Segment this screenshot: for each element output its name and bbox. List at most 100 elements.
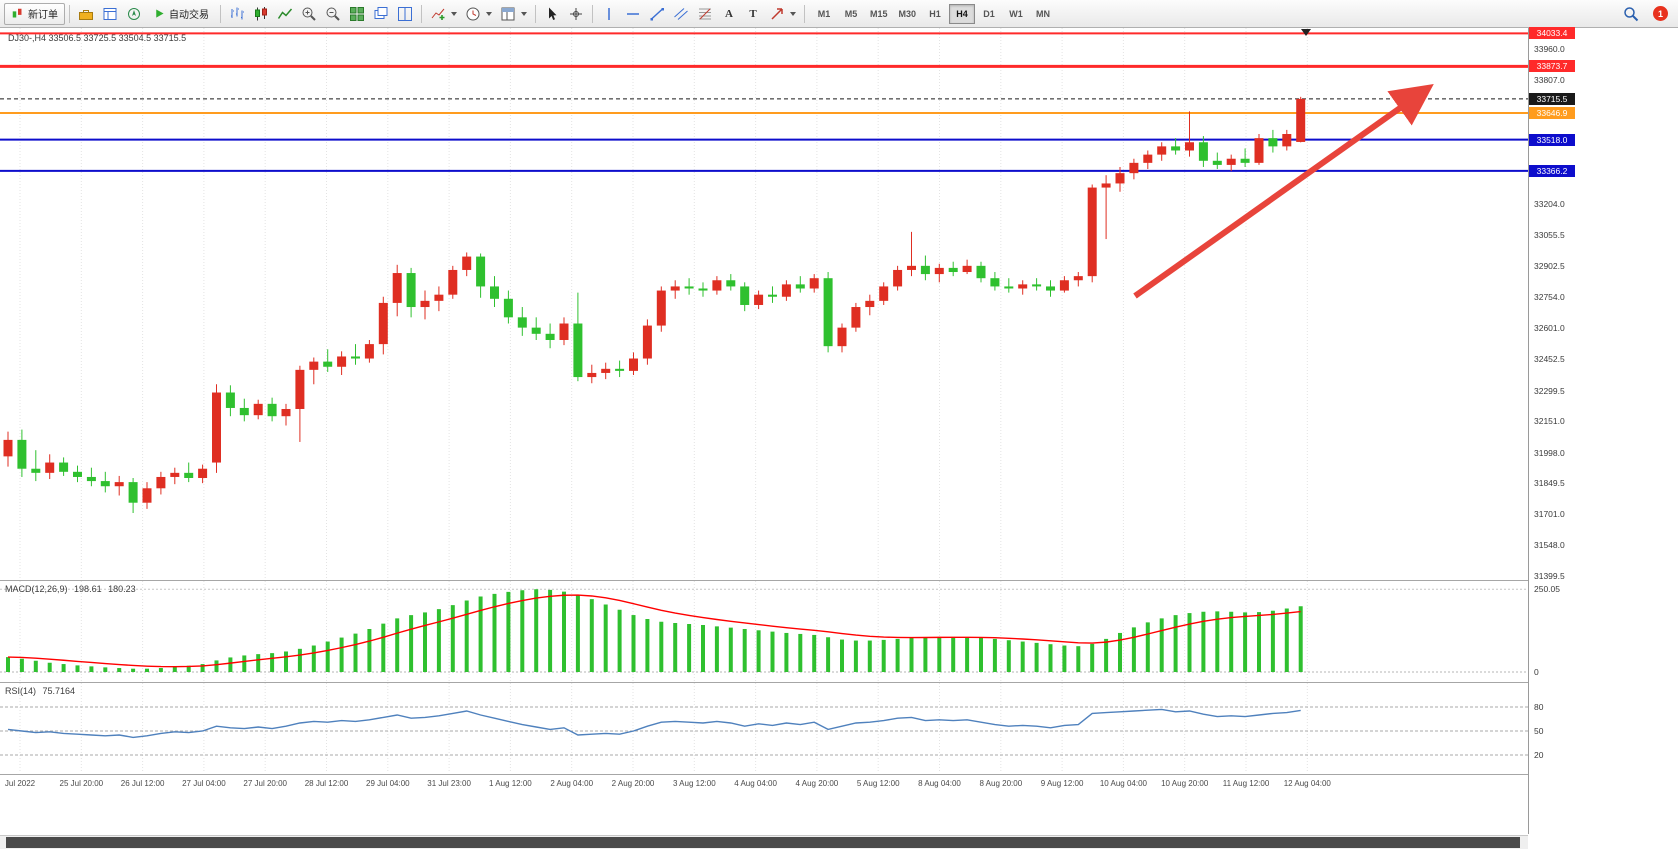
tile-windows-button[interactable] <box>345 3 369 25</box>
toolbox-icon <box>78 6 94 22</box>
timeframe-m30[interactable]: M30 <box>894 4 922 24</box>
time-label: 5 Aug 12:00 <box>856 779 900 788</box>
toolbox-button[interactable] <box>74 3 98 25</box>
periods-button[interactable] <box>461 3 496 25</box>
main-toolbar: 新订单 自动交易 A T M <box>0 0 1678 28</box>
zoom-out-button[interactable] <box>321 3 345 25</box>
line-chart-button[interactable] <box>273 3 297 25</box>
toolbar-separator <box>535 4 536 23</box>
time-label: 10 Aug 04:00 <box>1099 779 1147 788</box>
arrows-tool-button[interactable] <box>765 3 800 25</box>
chevron-down-icon <box>521 11 527 16</box>
timeframe-m1[interactable]: M1 <box>811 4 837 24</box>
macd-label: MACD(12,26,9) <box>5 584 68 594</box>
macd-signal-value: 180.23 <box>108 584 136 594</box>
price-axis-label: 33204.0 <box>1534 199 1565 210</box>
label-tool-icon: T <box>749 7 757 20</box>
crosshair-button[interactable] <box>564 3 588 25</box>
fibonacci-icon <box>697 6 713 22</box>
price-axis-label: 31849.5 <box>1534 478 1565 489</box>
timeframe-h4[interactable]: H4 <box>949 3 976 24</box>
timeframe-h1[interactable]: H1 <box>922 4 948 24</box>
label-tool-button[interactable]: T <box>741 3 765 25</box>
cursor-button[interactable] <box>540 3 564 25</box>
macd-panel[interactable] <box>0 581 1528 681</box>
templates-button[interactable] <box>496 3 531 25</box>
price-level-badge: 33873.7 <box>1529 60 1575 73</box>
time-label: 2 Aug 04:00 <box>550 779 594 788</box>
auto-trading-label: 自动交易 <box>169 10 209 21</box>
rsi-indicator-header: RSI(14) 75.7164 <box>5 686 79 696</box>
arrange-windows-button[interactable] <box>393 3 417 25</box>
time-label: 31 Jul 23:00 <box>427 779 471 788</box>
panel-separator[interactable] <box>0 774 1678 775</box>
time-label: 8 Aug 04:00 <box>918 779 961 788</box>
bar-chart-button[interactable] <box>225 3 249 25</box>
text-tool-icon: A <box>725 7 733 20</box>
zoom-in-icon <box>301 6 317 22</box>
auto-trading-button[interactable]: 自动交易 <box>146 3 216 25</box>
timeframe-m5[interactable]: M5 <box>838 4 864 24</box>
price-axis-label: 32754.0 <box>1534 291 1565 302</box>
time-label: 10 Aug 20:00 <box>1161 779 1209 788</box>
price-axis[interactable]: 33960.0 33807.0 33204.0 33055.5 32902.5 32754… <box>1529 27 1678 834</box>
bar-chart-icon <box>229 6 245 22</box>
arrow-tool-icon <box>769 6 785 22</box>
chevron-down-icon <box>790 11 796 16</box>
price-axis-label: 32902.5 <box>1534 261 1565 272</box>
rsi-axis-label: 50 <box>1534 726 1544 736</box>
channel-button[interactable] <box>669 3 693 25</box>
notification-badge[interactable]: 1 <box>1653 6 1668 21</box>
main-chart[interactable] <box>0 28 1528 580</box>
panel-separator[interactable] <box>0 682 1678 683</box>
toolbar-separator <box>421 4 422 23</box>
search-button[interactable] <box>1619 3 1643 25</box>
cascade-windows-icon <box>373 6 389 22</box>
indicators-button[interactable] <box>426 3 461 25</box>
price-axis-label: 32299.5 <box>1534 385 1565 396</box>
time-label: 3 Aug 12:00 <box>672 779 716 788</box>
horizontal-scrollbar[interactable] <box>0 835 1528 849</box>
time-label: 4 Aug 04:00 <box>734 779 777 788</box>
time-label: 9 Aug 12:00 <box>1040 779 1084 788</box>
panel-separator[interactable] <box>0 580 1678 581</box>
horizontal-line-button[interactable] <box>621 3 645 25</box>
vertical-line-button[interactable] <box>597 3 621 25</box>
chart-shift-marker-icon[interactable] <box>1301 29 1311 36</box>
timeframe-mn[interactable]: MN <box>1030 4 1056 24</box>
chevron-down-icon <box>486 11 492 16</box>
clock-icon <box>465 6 481 22</box>
line-chart-icon <box>277 6 293 22</box>
cascade-windows-button[interactable] <box>369 3 393 25</box>
chart-region: DJ30-,H4 33506.5 33725.5 33504.5 33715.5… <box>0 27 1678 849</box>
navigator-button[interactable] <box>122 3 146 25</box>
time-label: 27 Jul 20:00 <box>243 779 287 788</box>
new-order-button[interactable]: 新订单 <box>4 2 65 25</box>
timeframe-m15[interactable]: M15 <box>865 4 893 24</box>
price-level-badge: 33518.0 <box>1529 133 1575 146</box>
price-axis-border <box>1528 28 1529 834</box>
fibonacci-button[interactable] <box>693 3 717 25</box>
time-axis[interactable]: Jul 2022 25 Jul 20:00 26 Jul 12:00 27 Jul 0… <box>0 776 1528 792</box>
toolbar-separator <box>592 4 593 23</box>
toolbar-separator <box>69 4 70 23</box>
rsi-label: RSI(14) <box>5 686 37 696</box>
timeframe-d1[interactable]: D1 <box>976 4 1002 24</box>
time-label: 11 Aug 12:00 <box>1222 779 1270 788</box>
scrollbar-thumb[interactable] <box>6 837 1520 848</box>
template-icon <box>500 6 516 22</box>
horizontal-line-icon <box>625 6 641 22</box>
new-order-icon <box>11 7 25 21</box>
market-watch-button[interactable] <box>98 3 122 25</box>
trendline-button[interactable] <box>645 3 669 25</box>
rsi-panel[interactable] <box>0 683 1528 773</box>
timeframe-w1[interactable]: W1 <box>1003 4 1029 24</box>
candlestick-chart-button[interactable] <box>249 3 273 25</box>
zoom-in-button[interactable] <box>297 3 321 25</box>
time-label: 12 Aug 04:00 <box>1283 779 1331 788</box>
rsi-axis-label: 20 <box>1534 750 1544 760</box>
price-level-badge: 34033.4 <box>1529 27 1575 40</box>
text-tool-button[interactable]: A <box>717 3 741 25</box>
indicators-icon <box>430 6 446 22</box>
toolbar-right: 1 <box>1619 3 1674 25</box>
